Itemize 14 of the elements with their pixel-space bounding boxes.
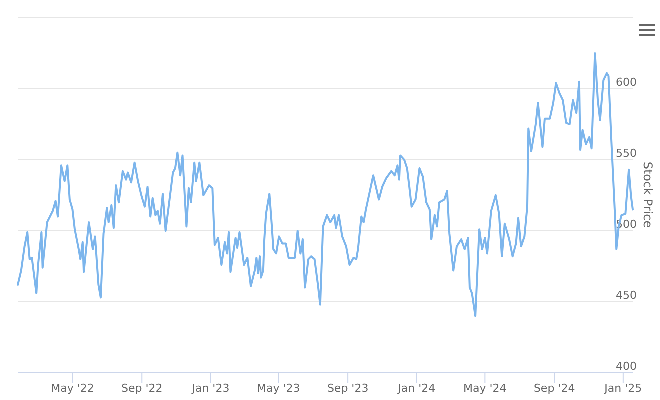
x-tick-label: Jan '25 — [604, 382, 642, 395]
y-tick-label: 550 — [616, 147, 637, 160]
x-tick-label: Sep '24 — [534, 382, 576, 395]
y-axis-title: Stock Price — [641, 162, 655, 228]
y-tick-label: 600 — [616, 76, 637, 89]
x-tick-label: May '22 — [51, 382, 94, 395]
x-tick-label: Jan '23 — [191, 382, 230, 395]
x-tick-label: Jan '24 — [397, 382, 436, 395]
x-tick-label: Sep '22 — [122, 382, 163, 395]
x-tick-label: May '24 — [464, 382, 507, 395]
x-tick-label: Sep '23 — [327, 382, 369, 395]
x-tick-label: May '23 — [257, 382, 300, 395]
y-tick-label: 400 — [616, 360, 637, 373]
y-tick-label: 450 — [616, 289, 637, 302]
